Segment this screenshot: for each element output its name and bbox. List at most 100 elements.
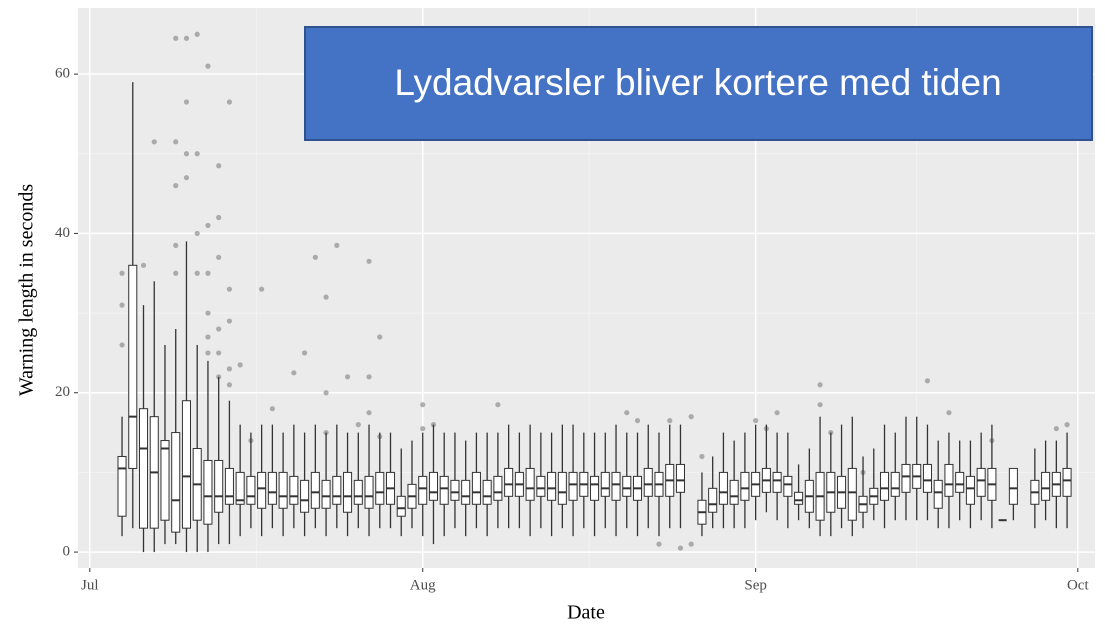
outlier <box>216 163 222 169</box>
box <box>332 475 342 505</box>
outlier <box>269 406 275 412</box>
box <box>1008 467 1018 505</box>
y-tick-label: 60 <box>55 66 70 82</box>
box <box>933 479 943 509</box>
outlier <box>344 374 351 380</box>
title-box <box>304 26 1093 141</box>
outlier <box>183 151 190 157</box>
outlier <box>119 342 125 348</box>
outlier <box>677 545 684 551</box>
outlier <box>205 63 211 69</box>
outlier <box>216 350 222 356</box>
outlier <box>334 242 340 248</box>
box <box>439 475 449 505</box>
box <box>181 400 191 529</box>
box <box>471 471 481 505</box>
outlier <box>946 410 952 416</box>
outlier <box>183 175 190 181</box>
outlier <box>119 270 125 276</box>
outlier <box>291 370 297 376</box>
outlier <box>173 139 179 145</box>
box <box>203 459 213 525</box>
box <box>310 471 320 509</box>
box <box>622 475 632 497</box>
outlier <box>924 378 931 384</box>
box <box>675 463 685 493</box>
box <box>160 440 170 521</box>
box <box>117 455 127 517</box>
box <box>729 479 739 505</box>
marks <box>117 31 1072 553</box>
box <box>525 467 535 501</box>
outlier <box>1064 422 1070 428</box>
outlier <box>301 350 308 356</box>
outlier <box>774 410 780 416</box>
box <box>955 471 965 493</box>
outlier <box>366 258 372 264</box>
outlier <box>377 334 383 340</box>
outlier <box>194 151 200 157</box>
outlier <box>226 382 233 388</box>
box <box>246 475 256 505</box>
box <box>643 467 653 497</box>
box <box>568 471 578 501</box>
outlier <box>817 402 823 408</box>
outlier <box>495 402 501 408</box>
box <box>267 471 277 505</box>
box <box>128 264 138 469</box>
box <box>557 471 567 505</box>
outlier <box>194 230 200 237</box>
outlier <box>140 262 147 268</box>
outlier <box>205 222 211 229</box>
box <box>450 479 460 501</box>
outlier <box>420 425 426 432</box>
outlier <box>173 242 179 248</box>
outlier <box>183 99 190 105</box>
outlier <box>817 382 823 388</box>
box <box>590 475 600 501</box>
box <box>879 471 890 501</box>
box <box>289 475 299 505</box>
outlier <box>205 310 211 316</box>
box <box>343 471 353 513</box>
outlier <box>624 410 630 416</box>
box <box>783 475 793 497</box>
outlier <box>656 541 662 547</box>
box <box>418 475 428 505</box>
outlier <box>119 302 125 308</box>
outlier <box>259 286 265 292</box>
outlier <box>205 334 211 340</box>
x-tick-label: Sep <box>744 577 767 593</box>
box <box>922 463 932 493</box>
outlier <box>699 453 705 460</box>
outlier <box>216 254 222 260</box>
box <box>740 471 750 501</box>
outlier <box>226 286 233 292</box>
box <box>772 471 782 493</box>
x-tick-label: Aug <box>410 577 436 593</box>
x-axis-label: Date <box>567 602 605 624</box>
box <box>794 491 804 505</box>
box <box>235 471 245 505</box>
box <box>718 471 728 505</box>
box <box>375 471 385 505</box>
outlier <box>173 183 179 189</box>
outlier <box>355 422 361 428</box>
y-tick-label: 20 <box>55 384 70 400</box>
outlier <box>323 390 329 396</box>
outlier <box>194 31 200 37</box>
outlier <box>688 541 694 547</box>
box <box>224 467 234 505</box>
box <box>504 467 514 497</box>
y-axis-label: Warning length in seconds <box>16 184 38 396</box>
outlier <box>753 418 759 424</box>
box <box>493 475 503 501</box>
box <box>396 495 406 517</box>
box <box>1041 471 1051 501</box>
box <box>965 475 975 505</box>
box <box>300 479 310 513</box>
outlier <box>173 35 179 41</box>
box <box>138 408 149 529</box>
box <box>547 471 557 501</box>
